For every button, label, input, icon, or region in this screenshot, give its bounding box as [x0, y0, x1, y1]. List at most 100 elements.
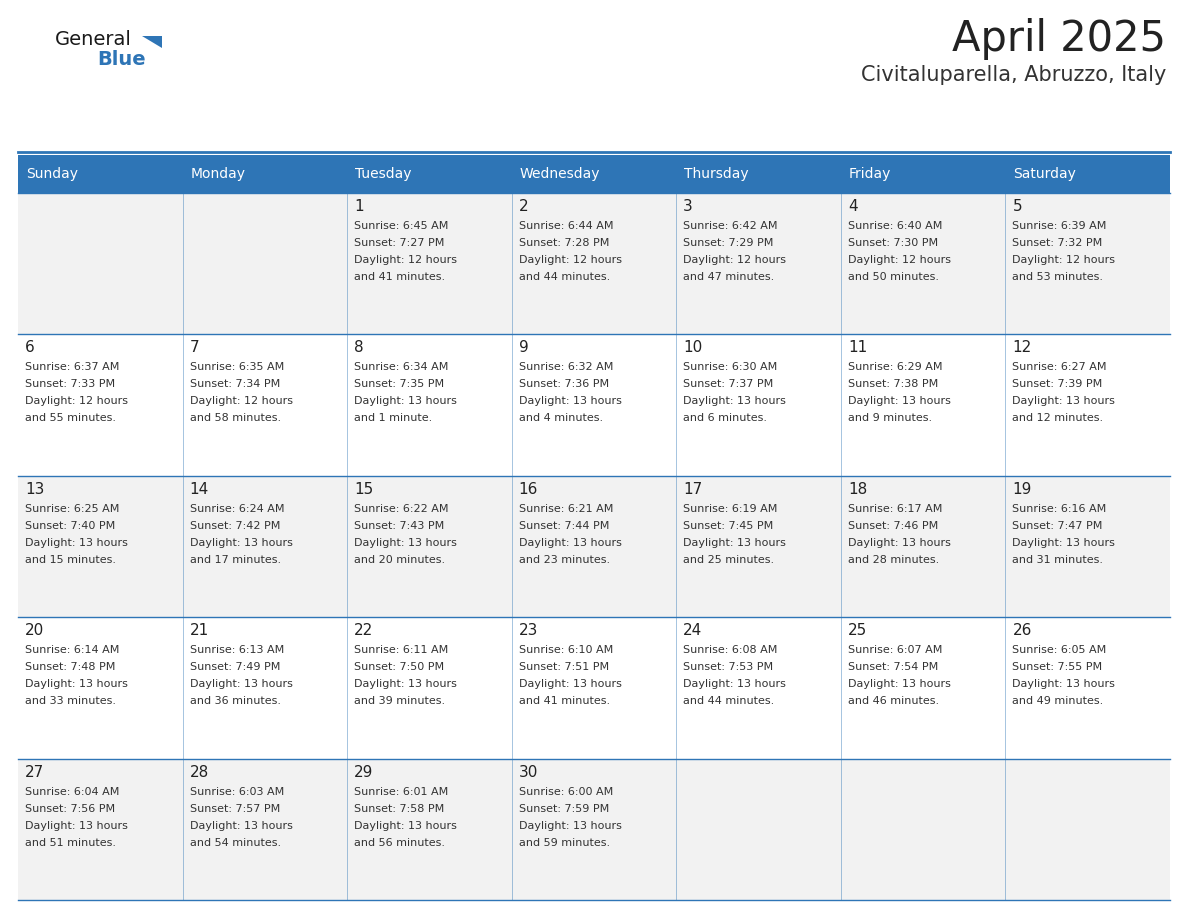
Text: 24: 24 — [683, 623, 702, 638]
Text: Thursday: Thursday — [684, 167, 748, 181]
Bar — [18, 476, 1170, 617]
Text: Sunrise: 6:32 AM: Sunrise: 6:32 AM — [519, 363, 613, 373]
Text: Daylight: 13 hours: Daylight: 13 hours — [683, 397, 786, 407]
Text: 30: 30 — [519, 765, 538, 779]
Text: Sunset: 7:45 PM: Sunset: 7:45 PM — [683, 521, 773, 531]
Text: Sunrise: 6:03 AM: Sunrise: 6:03 AM — [190, 787, 284, 797]
Text: Sunday: Sunday — [26, 167, 78, 181]
Text: 1: 1 — [354, 199, 364, 214]
Text: Sunset: 7:27 PM: Sunset: 7:27 PM — [354, 238, 444, 248]
Text: 25: 25 — [848, 623, 867, 638]
Text: Daylight: 13 hours: Daylight: 13 hours — [848, 679, 950, 689]
Text: Sunrise: 6:07 AM: Sunrise: 6:07 AM — [848, 645, 942, 655]
Text: Daylight: 12 hours: Daylight: 12 hours — [1012, 255, 1116, 265]
Text: April 2025: April 2025 — [952, 18, 1165, 60]
Text: 6: 6 — [25, 341, 34, 355]
Text: Sunset: 7:51 PM: Sunset: 7:51 PM — [519, 662, 608, 672]
Text: Daylight: 13 hours: Daylight: 13 hours — [190, 679, 292, 689]
Text: 21: 21 — [190, 623, 209, 638]
Text: Sunset: 7:59 PM: Sunset: 7:59 PM — [519, 803, 609, 813]
Text: and 46 minutes.: and 46 minutes. — [848, 696, 939, 706]
Text: 20: 20 — [25, 623, 44, 638]
Text: and 55 minutes.: and 55 minutes. — [25, 413, 116, 423]
Text: Daylight: 12 hours: Daylight: 12 hours — [848, 255, 950, 265]
Text: and 56 minutes.: and 56 minutes. — [354, 837, 446, 847]
Text: Sunset: 7:54 PM: Sunset: 7:54 PM — [848, 662, 939, 672]
Text: Sunset: 7:36 PM: Sunset: 7:36 PM — [519, 379, 608, 389]
Text: Daylight: 12 hours: Daylight: 12 hours — [190, 397, 292, 407]
Text: Sunrise: 6:14 AM: Sunrise: 6:14 AM — [25, 645, 119, 655]
Text: Sunrise: 6:40 AM: Sunrise: 6:40 AM — [848, 221, 942, 231]
Text: Sunset: 7:42 PM: Sunset: 7:42 PM — [190, 521, 280, 531]
Text: and 28 minutes.: and 28 minutes. — [848, 554, 939, 565]
Text: Sunset: 7:32 PM: Sunset: 7:32 PM — [1012, 238, 1102, 248]
Text: and 6 minutes.: and 6 minutes. — [683, 413, 767, 423]
Text: Daylight: 13 hours: Daylight: 13 hours — [354, 397, 457, 407]
Bar — [18, 334, 1170, 476]
Text: Daylight: 13 hours: Daylight: 13 hours — [519, 679, 621, 689]
Text: Sunset: 7:30 PM: Sunset: 7:30 PM — [848, 238, 939, 248]
Text: and 47 minutes.: and 47 minutes. — [683, 272, 775, 282]
Text: 12: 12 — [1012, 341, 1031, 355]
Text: 9: 9 — [519, 341, 529, 355]
Text: Friday: Friday — [849, 167, 891, 181]
Text: Sunset: 7:48 PM: Sunset: 7:48 PM — [25, 662, 115, 672]
Text: Sunrise: 6:04 AM: Sunrise: 6:04 AM — [25, 787, 119, 797]
Text: 2: 2 — [519, 199, 529, 214]
Text: Daylight: 13 hours: Daylight: 13 hours — [683, 538, 786, 548]
Text: 3: 3 — [683, 199, 693, 214]
Text: and 31 minutes.: and 31 minutes. — [1012, 554, 1104, 565]
Text: Sunset: 7:43 PM: Sunset: 7:43 PM — [354, 521, 444, 531]
Text: and 49 minutes.: and 49 minutes. — [1012, 696, 1104, 706]
Text: Daylight: 12 hours: Daylight: 12 hours — [25, 397, 128, 407]
Text: 5: 5 — [1012, 199, 1022, 214]
Text: Sunset: 7:55 PM: Sunset: 7:55 PM — [1012, 662, 1102, 672]
Text: Daylight: 13 hours: Daylight: 13 hours — [354, 679, 457, 689]
Text: Daylight: 12 hours: Daylight: 12 hours — [519, 255, 621, 265]
Text: Daylight: 12 hours: Daylight: 12 hours — [683, 255, 786, 265]
Text: 26: 26 — [1012, 623, 1032, 638]
Text: Sunrise: 6:11 AM: Sunrise: 6:11 AM — [354, 645, 448, 655]
Text: Daylight: 13 hours: Daylight: 13 hours — [1012, 397, 1116, 407]
Bar — [347, 155, 512, 193]
Text: Sunset: 7:37 PM: Sunset: 7:37 PM — [683, 379, 773, 389]
Text: and 51 minutes.: and 51 minutes. — [25, 837, 116, 847]
Text: Sunset: 7:44 PM: Sunset: 7:44 PM — [519, 521, 609, 531]
Text: Sunset: 7:40 PM: Sunset: 7:40 PM — [25, 521, 115, 531]
Text: and 12 minutes.: and 12 minutes. — [1012, 413, 1104, 423]
Text: and 4 minutes.: and 4 minutes. — [519, 413, 602, 423]
Text: Sunset: 7:49 PM: Sunset: 7:49 PM — [190, 662, 280, 672]
Text: Daylight: 13 hours: Daylight: 13 hours — [848, 397, 950, 407]
Bar — [18, 155, 183, 193]
Text: Daylight: 13 hours: Daylight: 13 hours — [354, 538, 457, 548]
Text: and 1 minute.: and 1 minute. — [354, 413, 432, 423]
Text: Daylight: 13 hours: Daylight: 13 hours — [1012, 679, 1116, 689]
Text: and 53 minutes.: and 53 minutes. — [1012, 272, 1104, 282]
Text: 23: 23 — [519, 623, 538, 638]
Text: Sunset: 7:58 PM: Sunset: 7:58 PM — [354, 803, 444, 813]
Text: Sunrise: 6:34 AM: Sunrise: 6:34 AM — [354, 363, 449, 373]
Text: Sunrise: 6:24 AM: Sunrise: 6:24 AM — [190, 504, 284, 514]
Text: Daylight: 13 hours: Daylight: 13 hours — [354, 821, 457, 831]
Text: Daylight: 13 hours: Daylight: 13 hours — [683, 679, 786, 689]
Text: Sunrise: 6:17 AM: Sunrise: 6:17 AM — [848, 504, 942, 514]
Text: Sunrise: 6:01 AM: Sunrise: 6:01 AM — [354, 787, 448, 797]
Text: and 25 minutes.: and 25 minutes. — [683, 554, 775, 565]
Text: 11: 11 — [848, 341, 867, 355]
Text: Daylight: 13 hours: Daylight: 13 hours — [25, 538, 128, 548]
Text: Daylight: 13 hours: Daylight: 13 hours — [25, 821, 128, 831]
Bar — [676, 155, 841, 193]
Text: 22: 22 — [354, 623, 373, 638]
Text: and 20 minutes.: and 20 minutes. — [354, 554, 446, 565]
Bar — [18, 758, 1170, 900]
Text: 29: 29 — [354, 765, 373, 779]
Text: Sunrise: 6:35 AM: Sunrise: 6:35 AM — [190, 363, 284, 373]
Text: 19: 19 — [1012, 482, 1032, 497]
Text: and 36 minutes.: and 36 minutes. — [190, 696, 280, 706]
Text: Daylight: 13 hours: Daylight: 13 hours — [25, 679, 128, 689]
Text: 13: 13 — [25, 482, 44, 497]
Text: Sunset: 7:28 PM: Sunset: 7:28 PM — [519, 238, 609, 248]
Text: Sunrise: 6:45 AM: Sunrise: 6:45 AM — [354, 221, 449, 231]
Text: and 54 minutes.: and 54 minutes. — [190, 837, 280, 847]
Text: Daylight: 13 hours: Daylight: 13 hours — [190, 538, 292, 548]
